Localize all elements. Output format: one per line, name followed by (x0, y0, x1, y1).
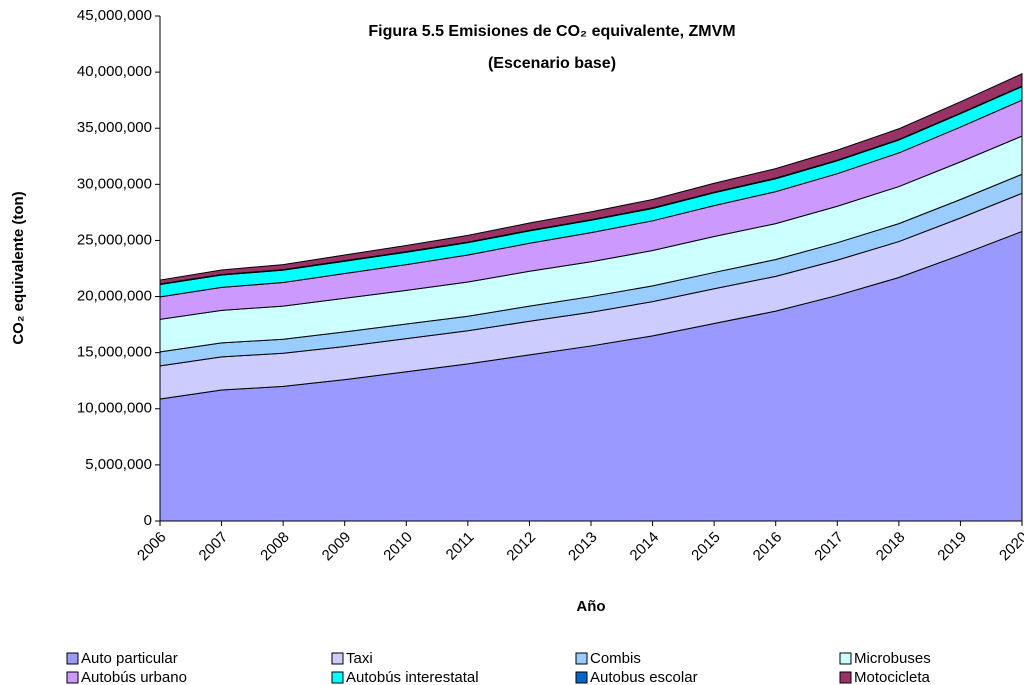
legend-swatch (575, 652, 588, 665)
x-tick-label: 2015 (688, 529, 724, 565)
x-tick-label: 2010 (380, 529, 416, 565)
y-tick-label: 20,000,000 (77, 288, 152, 305)
legend-label: Autobus escolar (590, 669, 698, 685)
chart-title: Figura 5.5 Emisiones de CO₂ equivalente,… (368, 23, 735, 40)
x-tick-label: 2019 (934, 529, 970, 565)
y-tick-label: 45,000,000 (77, 7, 152, 24)
y-tick-label: 25,000,000 (77, 231, 152, 248)
x-tick-label: 2011 (443, 529, 478, 564)
y-tick-label: 0 (144, 512, 152, 529)
legend-swatch (839, 652, 852, 665)
x-tick-label: 2007 (196, 529, 232, 565)
legend-swatch (66, 671, 79, 684)
y-tick-label: 15,000,000 (77, 344, 152, 361)
x-tick-label: 2006 (134, 529, 170, 565)
legend-swatch (66, 652, 79, 665)
y-tick-label: 35,000,000 (77, 119, 152, 136)
y-tick-label: 10,000,000 (77, 400, 152, 417)
x-tick-label: 2008 (257, 529, 293, 565)
x-axis-label: Año (576, 598, 605, 615)
y-tick-label: 5,000,000 (85, 456, 152, 473)
x-tick-label: 2014 (627, 529, 663, 565)
x-tick-label: 2013 (565, 529, 601, 565)
y-tick-label: 40,000,000 (77, 63, 152, 80)
legend-label: Auto particular (81, 650, 178, 667)
y-axis-label: CO₂ equivalente (ton) (10, 191, 27, 344)
y-tick-label: 30,000,000 (77, 175, 152, 192)
area (159, 73, 1023, 285)
x-tick-label: 2017 (811, 529, 847, 565)
chart-subtitle: (Escenario base) (488, 55, 616, 72)
legend-label: Autobús interestatal (346, 669, 479, 685)
legend-label: Microbuses (854, 650, 931, 667)
legend-swatch (331, 671, 344, 684)
legend-swatch (331, 652, 344, 665)
x-tick-label: 2009 (319, 529, 355, 565)
legend-label: Taxi (346, 650, 373, 667)
x-tick-label: 2020 (996, 529, 1024, 565)
legend-label: Combis (590, 650, 641, 667)
x-tick-label: 2018 (873, 529, 909, 565)
x-tick-label: 2016 (750, 529, 786, 565)
legend-swatch (575, 671, 588, 684)
legend-swatch (839, 671, 852, 684)
legend-label: Autobús urbano (81, 669, 187, 685)
x-tick-label: 2012 (503, 529, 539, 565)
legend-label: Motocicleta (854, 669, 931, 685)
